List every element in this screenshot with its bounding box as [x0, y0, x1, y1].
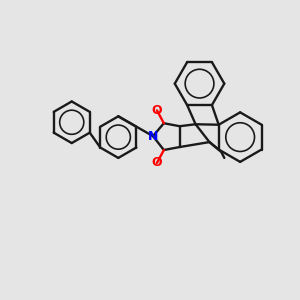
Text: N: N	[148, 130, 158, 142]
Text: O: O	[152, 104, 162, 117]
Text: O: O	[152, 156, 162, 170]
